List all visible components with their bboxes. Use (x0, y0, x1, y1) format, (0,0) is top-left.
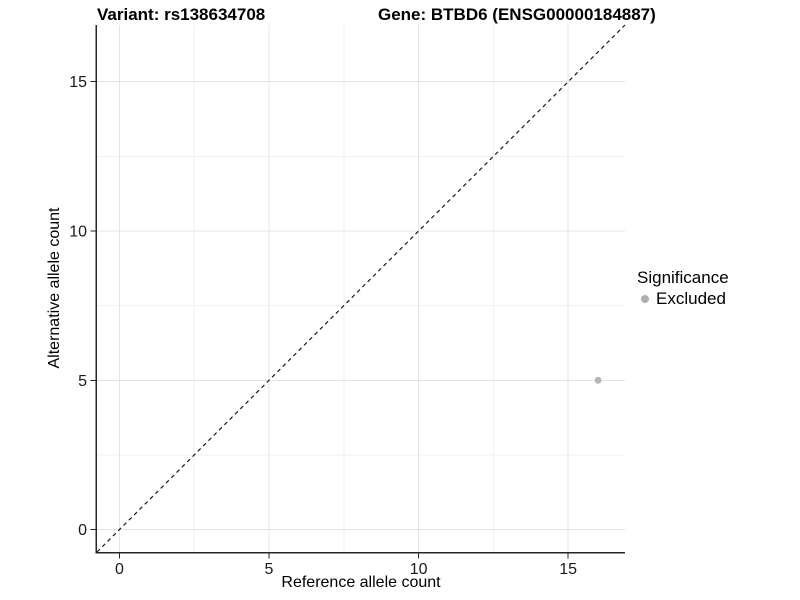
gene-title: Gene: BTBD6 (ENSG00000184887) (378, 5, 656, 24)
excluded-point-icon (641, 294, 649, 303)
x-tick-label: 0 (115, 561, 124, 578)
identity-dashed-line (96, 24, 626, 553)
plot-panel (97, 25, 625, 552)
y-tick-label: 0 (78, 522, 87, 539)
y-axis-title: Alternative allele count (46, 207, 63, 369)
variant-title: Variant: rs138634708 (97, 5, 266, 24)
y-tick-label: 10 (69, 224, 87, 241)
x-tick-label: 15 (559, 561, 577, 578)
x-tick-label: 10 (410, 561, 428, 578)
legend-item-label: Excluded (656, 289, 726, 308)
data-point (594, 376, 602, 384)
legend-title: Significance (637, 268, 729, 287)
x-axis-title: Reference allele count (281, 574, 441, 591)
y-tick-label: 15 (69, 74, 87, 91)
legend: Significance Excluded (637, 267, 729, 309)
x-tick-label: 5 (265, 561, 274, 578)
y-tick-label: 5 (78, 373, 87, 390)
legend-item-excluded: Excluded (637, 288, 729, 309)
